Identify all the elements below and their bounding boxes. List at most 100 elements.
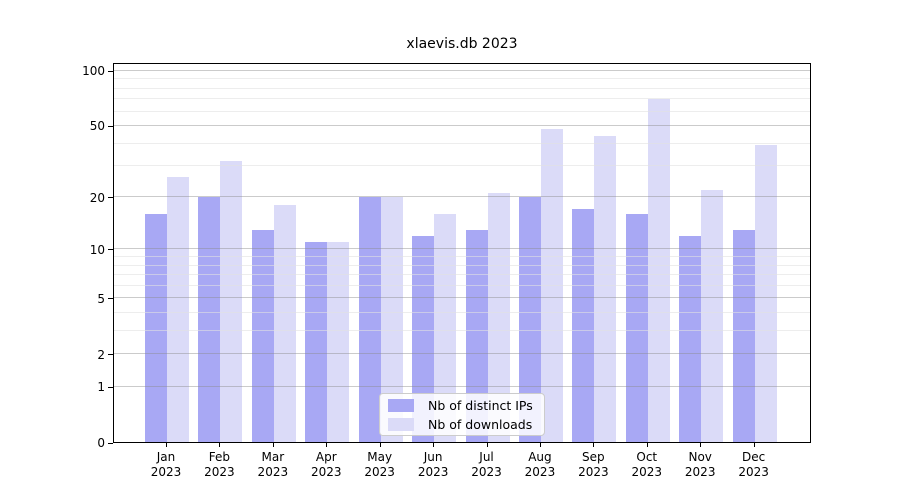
y-tick-mark bbox=[108, 354, 113, 356]
legend-label-downloads: Nb of downloads bbox=[428, 416, 533, 432]
y-tick-label: 10 bbox=[89, 242, 105, 257]
x-tick-mark bbox=[433, 443, 435, 447]
x-tick-month: Oct bbox=[636, 450, 658, 464]
x-tick-mark bbox=[326, 443, 328, 447]
x-tick-year: 2023 bbox=[631, 465, 663, 479]
x-tick-mark bbox=[646, 443, 648, 447]
gridline-minor bbox=[114, 274, 810, 276]
legend-row-distinct-ips: Nb of distinct IPs bbox=[386, 398, 538, 413]
x-tick-year: 2023 bbox=[524, 465, 556, 479]
x-tick-year: 2023 bbox=[204, 465, 235, 479]
y-tick-label: 20 bbox=[89, 190, 105, 205]
gridline-minor bbox=[114, 165, 810, 167]
gridline-major bbox=[114, 353, 810, 355]
x-tick-year: 2023 bbox=[364, 465, 395, 479]
x-tick-month: Apr bbox=[315, 450, 337, 464]
gridline-minor bbox=[114, 264, 810, 266]
y-tick-mark bbox=[108, 197, 113, 199]
x-tick-month: Sep bbox=[582, 450, 605, 464]
bar-distinct-ips-oct bbox=[625, 213, 648, 442]
x-tick-mark bbox=[379, 443, 381, 447]
x-tick-mark bbox=[219, 443, 221, 447]
bar-distinct-ips-jun bbox=[412, 235, 435, 442]
x-axis-tick-labels: Jan 2023 Feb 2023 Mar 2023 Apr 2023 May 2023 Jun 20… bbox=[113, 450, 811, 490]
gridline-major bbox=[114, 248, 810, 250]
x-tick-label-dec: Dec 2023 bbox=[738, 450, 769, 480]
x-tick-label-nov: Nov 2023 bbox=[685, 450, 716, 480]
x-tick-label-aug: Aug 2023 bbox=[525, 450, 556, 480]
x-tick-label-jan: Jan 2023 bbox=[151, 450, 182, 480]
bar-distinct-ips-jul bbox=[465, 229, 488, 442]
y-axis-tick-labels: 0 1 2 5 10 20 50 100 bbox=[0, 63, 105, 450]
bar-downloads-mar bbox=[273, 204, 296, 442]
bar-distinct-ips-nov bbox=[679, 235, 702, 442]
legend-swatch-downloads bbox=[388, 417, 414, 431]
x-tick-month: Nov bbox=[688, 450, 712, 464]
x-tick-month: Mar bbox=[261, 450, 285, 464]
gridline-minor bbox=[114, 98, 810, 100]
grid-layer bbox=[114, 64, 810, 442]
x-tick-label-feb: Feb 2023 bbox=[204, 450, 235, 480]
y-tick-label: 5 bbox=[97, 291, 105, 306]
legend: Nb of distinct IPs Nb of downloads bbox=[379, 393, 545, 436]
chart-title: xlaevis.db 2023 bbox=[406, 36, 518, 52]
gridline-major bbox=[114, 385, 810, 387]
gridline-minor bbox=[114, 311, 810, 313]
x-tick-month: Jun bbox=[423, 450, 443, 464]
bars-layer bbox=[114, 64, 810, 442]
x-tick-year: 2023 bbox=[310, 465, 342, 479]
y-tick-mark bbox=[108, 442, 113, 444]
gridline-minor bbox=[114, 110, 810, 112]
x-tick-month: Jul bbox=[479, 450, 494, 464]
gridline-major bbox=[114, 297, 810, 299]
x-tick-year: 2023 bbox=[417, 465, 449, 479]
x-tick-mark bbox=[272, 443, 274, 447]
gridline-minor bbox=[114, 284, 810, 286]
legend-row-downloads: Nb of downloads bbox=[386, 417, 538, 432]
bar-distinct-ips-aug bbox=[518, 196, 541, 442]
x-tick-year: 2023 bbox=[738, 465, 769, 479]
gridline-minor bbox=[114, 87, 810, 89]
y-tick-label: 50 bbox=[89, 119, 105, 134]
y-tick-label: 2 bbox=[97, 347, 105, 362]
x-tick-month: May bbox=[367, 450, 393, 464]
gridline-minor bbox=[114, 142, 810, 144]
bar-distinct-ips-jan bbox=[145, 213, 167, 442]
x-tick-label-jul: Jul 2023 bbox=[471, 450, 502, 480]
x-tick-year: 2023 bbox=[684, 465, 716, 479]
y-tick-label: 100 bbox=[82, 64, 105, 79]
bar-distinct-ips-mar bbox=[251, 229, 274, 442]
x-tick-label-sep: Sep 2023 bbox=[578, 450, 609, 480]
gridline-minor bbox=[114, 256, 810, 258]
x-tick-label-apr: Apr 2023 bbox=[311, 450, 342, 480]
x-tick-year: 2023 bbox=[150, 465, 182, 479]
gridline-major bbox=[114, 124, 810, 126]
bar-downloads-jul bbox=[487, 193, 510, 442]
bar-distinct-ips-sep bbox=[572, 209, 595, 442]
x-tick-mark bbox=[753, 443, 755, 447]
y-tick-mark bbox=[108, 70, 113, 72]
gridline-minor bbox=[114, 78, 810, 80]
y-tick-mark bbox=[108, 386, 113, 388]
bar-downloads-feb bbox=[220, 160, 243, 442]
x-tick-label-oct: Oct 2023 bbox=[631, 450, 662, 480]
y-tick-mark bbox=[108, 249, 113, 251]
x-tick-mark bbox=[539, 443, 541, 447]
bar-distinct-ips-apr bbox=[305, 241, 328, 442]
y-tick-label: 0 bbox=[97, 436, 105, 450]
x-tick-label-may: May 2023 bbox=[364, 450, 395, 480]
bar-distinct-ips-feb bbox=[198, 196, 221, 442]
x-tick-mark bbox=[700, 443, 702, 447]
bar-distinct-ips-may bbox=[358, 196, 381, 442]
bar-distinct-ips-dec bbox=[732, 229, 755, 442]
bar-downloads-apr bbox=[327, 241, 350, 442]
x-tick-label-mar: Mar 2023 bbox=[258, 450, 289, 480]
x-tick-month: Aug bbox=[528, 450, 552, 464]
legend-label-distinct-ips: Nb of distinct IPs bbox=[428, 397, 533, 413]
y-tick-mark bbox=[108, 298, 113, 300]
x-tick-label-jun: Jun 2023 bbox=[418, 450, 449, 480]
x-tick-year: 2023 bbox=[471, 465, 502, 479]
gridline-major bbox=[114, 69, 810, 71]
x-tick-mark bbox=[166, 443, 167, 447]
